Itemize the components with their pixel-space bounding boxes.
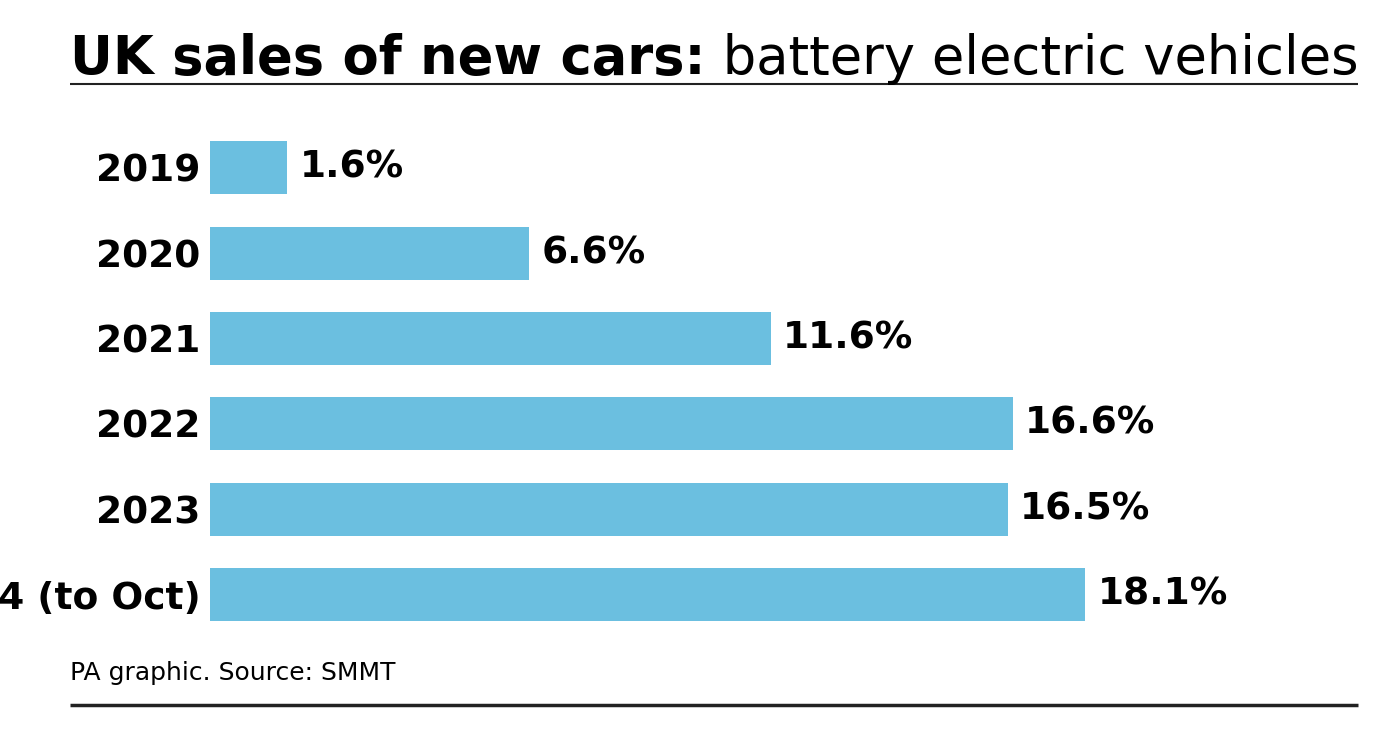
Bar [210,397,1012,450]
Bar [210,483,1008,536]
Text: 6.6%: 6.6% [542,235,645,271]
Text: PA graphic. Source: SMMT: PA graphic. Source: SMMT [70,661,395,685]
Text: 1.6%: 1.6% [300,150,403,185]
Bar [210,312,771,365]
Bar [210,568,1085,621]
Text: 11.6%: 11.6% [783,320,913,356]
Text: UK sales of new cars:: UK sales of new cars: [70,33,706,85]
Text: 16.5%: 16.5% [1021,491,1151,527]
Text: 18.1%: 18.1% [1098,577,1228,613]
Bar [210,141,287,194]
Bar [210,226,529,279]
Text: battery electric vehicles: battery electric vehicles [706,33,1358,85]
Text: 16.6%: 16.6% [1025,406,1155,442]
